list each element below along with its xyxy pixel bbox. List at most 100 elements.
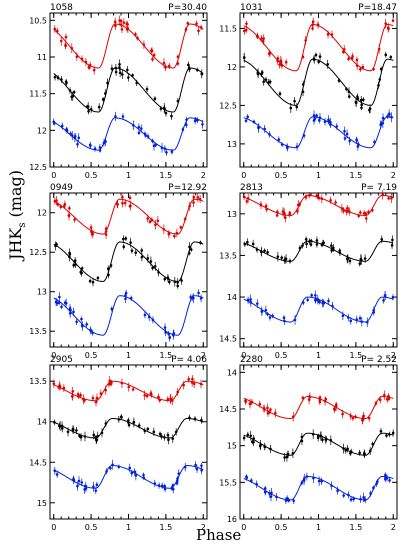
data-point bbox=[60, 78, 63, 81]
data-point bbox=[327, 118, 330, 122]
data-point bbox=[363, 498, 367, 502]
data-point bbox=[164, 331, 167, 334]
data-point bbox=[89, 144, 92, 147]
data-point bbox=[62, 386, 66, 390]
y-tick-label: 12.5 bbox=[29, 163, 47, 172]
data-point bbox=[134, 251, 138, 255]
data-point bbox=[151, 318, 155, 322]
data-point bbox=[316, 299, 320, 302]
data-point bbox=[311, 20, 315, 24]
data-point bbox=[143, 429, 147, 433]
data-point bbox=[336, 489, 339, 492]
data-point bbox=[378, 398, 382, 402]
fit-curve bbox=[243, 396, 394, 419]
data-point bbox=[98, 146, 102, 149]
data-point bbox=[383, 477, 387, 481]
data-point bbox=[134, 33, 137, 36]
data-point bbox=[64, 35, 68, 39]
period-label: P=12.92 bbox=[168, 183, 207, 193]
data-point bbox=[264, 78, 268, 81]
data-point bbox=[285, 145, 289, 149]
data-point bbox=[135, 81, 139, 85]
data-point bbox=[66, 430, 70, 434]
data-point bbox=[365, 320, 369, 324]
data-point bbox=[286, 453, 290, 456]
data-point bbox=[92, 68, 96, 72]
x-tick-label: 2 bbox=[201, 523, 206, 532]
data-point bbox=[143, 393, 146, 397]
data-point bbox=[258, 444, 262, 448]
data-point bbox=[118, 71, 122, 74]
data-point bbox=[275, 214, 279, 217]
data-point bbox=[101, 98, 105, 101]
data-point bbox=[90, 230, 93, 233]
x-tick-label: 1.5 bbox=[160, 171, 173, 180]
data-point bbox=[58, 424, 61, 428]
data-point bbox=[52, 382, 56, 386]
data-point bbox=[140, 249, 144, 252]
data-point bbox=[330, 33, 334, 36]
data-point bbox=[75, 429, 78, 432]
data-point bbox=[121, 201, 124, 205]
data-point bbox=[145, 394, 149, 398]
x-tick-label: 1 bbox=[126, 171, 131, 180]
data-point bbox=[120, 73, 124, 76]
data-point bbox=[168, 336, 172, 339]
data-point bbox=[310, 294, 314, 297]
data-point bbox=[391, 295, 395, 299]
data-point bbox=[391, 431, 395, 435]
data-point bbox=[84, 60, 88, 64]
y-tick-label: 12 bbox=[227, 63, 237, 72]
data-point bbox=[94, 400, 98, 404]
data-point bbox=[363, 257, 367, 260]
data-point bbox=[58, 295, 61, 299]
data-point bbox=[98, 149, 102, 152]
data-point bbox=[246, 298, 250, 302]
data-point bbox=[146, 257, 150, 260]
data-point bbox=[335, 125, 339, 128]
data-point bbox=[163, 487, 167, 491]
data-point bbox=[80, 267, 84, 270]
data-point bbox=[147, 315, 151, 319]
data-point bbox=[249, 479, 253, 482]
data-point bbox=[276, 59, 279, 63]
data-point bbox=[80, 271, 83, 275]
data-point bbox=[352, 497, 355, 501]
data-point bbox=[347, 493, 350, 497]
data-point bbox=[70, 134, 74, 137]
data-point bbox=[283, 259, 287, 262]
data-point bbox=[383, 294, 387, 298]
data-point bbox=[65, 129, 69, 133]
data-point bbox=[176, 477, 179, 481]
data-point bbox=[378, 78, 382, 81]
data-point bbox=[318, 400, 322, 404]
data-point bbox=[164, 66, 167, 69]
data-point bbox=[347, 90, 351, 94]
data-point bbox=[268, 133, 271, 136]
data-point bbox=[351, 416, 355, 420]
data-point bbox=[80, 323, 84, 327]
data-point bbox=[195, 22, 198, 25]
data-point bbox=[150, 218, 154, 222]
data-point bbox=[342, 494, 345, 497]
x-tick-label: 0.5 bbox=[85, 351, 98, 360]
data-point bbox=[323, 120, 327, 123]
data-point bbox=[127, 385, 131, 389]
data-point bbox=[268, 51, 272, 55]
data-point bbox=[150, 49, 153, 52]
y-tick-label: 12 bbox=[37, 126, 47, 135]
data-point bbox=[163, 326, 167, 329]
data-point bbox=[250, 440, 254, 444]
x-tick-label: 1.5 bbox=[160, 523, 173, 532]
data-point bbox=[268, 316, 272, 319]
data-point bbox=[389, 55, 393, 59]
data-point bbox=[301, 90, 305, 94]
data-point bbox=[193, 417, 197, 421]
y-tick-label: 11 bbox=[37, 53, 47, 62]
data-point bbox=[282, 212, 286, 215]
data-point bbox=[340, 207, 344, 210]
data-point bbox=[177, 472, 181, 475]
data-point bbox=[72, 478, 76, 482]
y-tick-label: 13 bbox=[227, 140, 237, 149]
data-point bbox=[153, 97, 157, 100]
